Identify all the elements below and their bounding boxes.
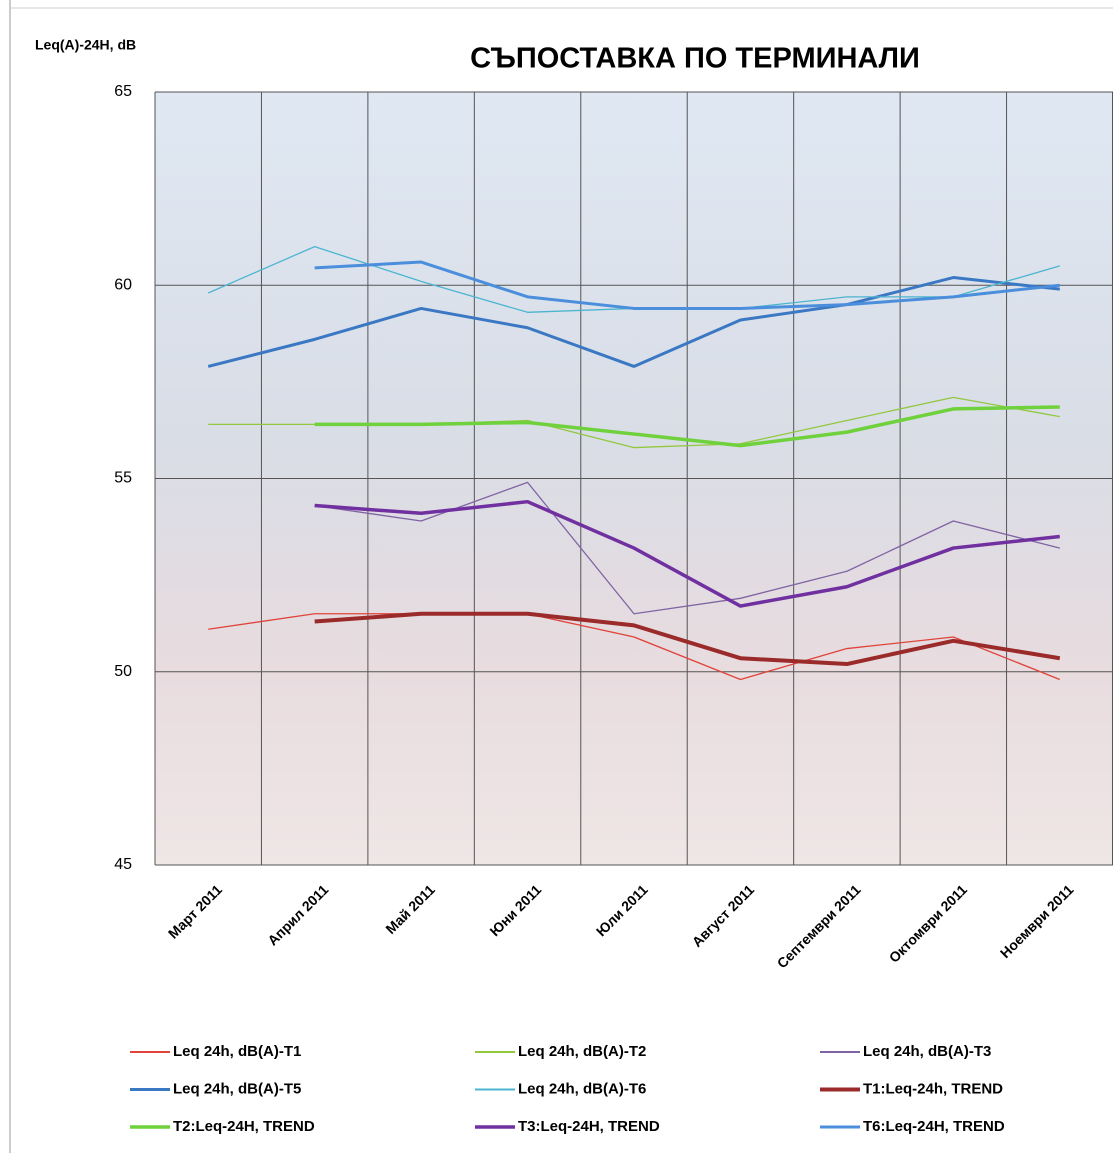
y-tick-label: 45 (114, 856, 132, 873)
x-tick-label: Март 2011 (165, 881, 225, 941)
legend-label: T6:Leq-24H, TREND (863, 1118, 1005, 1135)
legend-label: Leq 24h, dB(A)-T3 (863, 1043, 991, 1060)
legend-label: T2:Leq-24H, TREND (173, 1118, 315, 1135)
x-tick-label: Май 2011 (382, 881, 438, 937)
x-tick-label: Юни 2011 (486, 881, 544, 939)
x-tick-label: Ноември 2011 (997, 881, 1077, 961)
y-tick-label: 55 (114, 470, 132, 487)
x-tick-label: Август 2011 (689, 881, 758, 950)
x-tick-label: Април 2011 (264, 881, 331, 948)
series-line (207, 276, 1060, 368)
x-tick-label: Септември 2011 (774, 881, 864, 971)
series-line (208, 613, 1061, 681)
series-line (314, 481, 1060, 615)
series-line (314, 611, 1061, 667)
y-axis-title: Leq(A)-24H, dB (35, 37, 136, 53)
legend-label: Leq 24h, dB(A)-T5 (173, 1080, 301, 1097)
series-line (314, 260, 1060, 310)
y-tick-label: 50 (114, 663, 132, 680)
series-line (314, 499, 1060, 608)
y-tick-label: 65 (114, 83, 132, 100)
legend-label: Leq 24h, dB(A)-T2 (518, 1043, 646, 1060)
y-tick-label: 60 (114, 276, 132, 293)
chart-title: СЪПОСТАВКА ПО ТЕРМИНАЛИ (470, 43, 920, 75)
series-line (314, 405, 1060, 448)
x-tick-label: Юли 2011 (593, 881, 651, 939)
legend-label: T3:Leq-24H, TREND (518, 1118, 660, 1135)
legend-label: T1:Leq-24h, TREND (863, 1080, 1003, 1097)
legend-label: Leq 24h, dB(A)-T1 (173, 1043, 301, 1060)
x-tick-label: Октомври 2011 (886, 881, 971, 966)
legend-label: Leq 24h, dB(A)-T6 (518, 1080, 646, 1097)
